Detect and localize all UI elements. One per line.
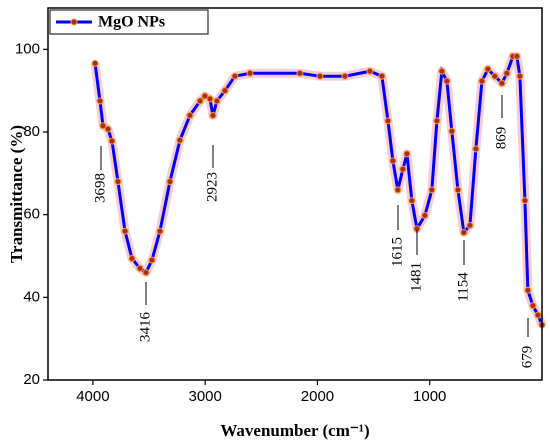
marker bbox=[472, 145, 480, 153]
legend-marker bbox=[70, 18, 78, 26]
marker bbox=[166, 178, 174, 186]
marker bbox=[478, 77, 486, 85]
marker bbox=[366, 67, 374, 75]
marker bbox=[246, 69, 254, 77]
marker bbox=[213, 97, 221, 105]
annotation: 1481 bbox=[408, 262, 424, 292]
marker bbox=[142, 269, 150, 277]
marker bbox=[384, 117, 392, 125]
marker bbox=[443, 77, 451, 85]
annotation: 1615 bbox=[389, 237, 405, 267]
marker bbox=[156, 227, 164, 235]
y-axis-label: Transmittance (%) bbox=[7, 125, 26, 263]
marker bbox=[421, 211, 429, 219]
marker bbox=[104, 125, 112, 133]
marker bbox=[136, 264, 144, 272]
marker bbox=[516, 72, 524, 80]
y-tick-label: 60 bbox=[23, 206, 40, 223]
marker bbox=[503, 69, 511, 77]
marker bbox=[454, 186, 462, 194]
marker bbox=[394, 186, 402, 194]
legend-label: MgO NPs bbox=[98, 14, 165, 31]
plot-frame bbox=[47, 7, 543, 381]
y-tick-label: 100 bbox=[15, 40, 40, 57]
marker bbox=[206, 95, 214, 103]
y-tick-label: 20 bbox=[23, 371, 40, 388]
marker bbox=[521, 197, 529, 205]
marker bbox=[428, 186, 436, 194]
marker bbox=[399, 165, 407, 173]
marker bbox=[389, 157, 397, 165]
marker bbox=[296, 69, 304, 77]
marker bbox=[221, 87, 229, 95]
marker bbox=[148, 256, 156, 264]
marker bbox=[534, 311, 542, 319]
marker bbox=[209, 111, 217, 119]
marker bbox=[341, 72, 349, 80]
marker bbox=[524, 286, 532, 294]
marker bbox=[378, 72, 386, 80]
annotation: 3698 bbox=[92, 173, 108, 203]
marker bbox=[114, 178, 122, 186]
line-halo bbox=[90, 51, 547, 327]
marker bbox=[460, 228, 468, 236]
marker bbox=[108, 137, 116, 145]
marker bbox=[186, 111, 194, 119]
annotation: 679 bbox=[519, 346, 535, 369]
marker bbox=[128, 254, 136, 262]
marker bbox=[201, 92, 209, 100]
x-tick-label: 3000 bbox=[188, 388, 221, 405]
marker bbox=[196, 97, 204, 105]
marker bbox=[484, 65, 492, 73]
annotation: 869 bbox=[493, 127, 509, 150]
annotation: 1154 bbox=[455, 272, 471, 302]
x-tick-label: 4000 bbox=[76, 388, 109, 405]
marker bbox=[403, 150, 411, 158]
marker bbox=[231, 72, 239, 80]
marker bbox=[121, 227, 129, 235]
marker bbox=[513, 52, 521, 60]
marker bbox=[448, 127, 456, 135]
y-tick-label: 80 bbox=[23, 123, 40, 140]
y-tick-label: 40 bbox=[23, 288, 40, 305]
marker bbox=[438, 67, 446, 75]
marker bbox=[498, 79, 506, 87]
x-tick-label: 2000 bbox=[301, 388, 334, 405]
marker bbox=[96, 97, 104, 105]
marker bbox=[408, 197, 416, 205]
marker bbox=[491, 72, 499, 80]
x-axis-label: Wavenumber (cm⁻¹) bbox=[220, 421, 369, 440]
series-line bbox=[93, 54, 544, 326]
marker bbox=[176, 136, 184, 144]
marker bbox=[529, 302, 537, 310]
annotation: 3416 bbox=[137, 312, 153, 343]
marker bbox=[466, 221, 474, 229]
x-tick-label: 1000 bbox=[413, 388, 446, 405]
marker bbox=[99, 122, 107, 130]
marker bbox=[433, 117, 441, 125]
annotation: 2923 bbox=[204, 172, 220, 202]
marker bbox=[91, 59, 99, 67]
marker bbox=[316, 72, 324, 80]
